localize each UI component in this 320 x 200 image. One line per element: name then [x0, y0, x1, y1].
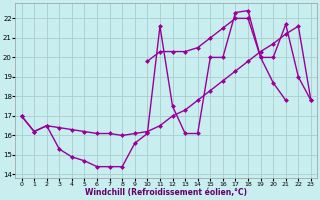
X-axis label: Windchill (Refroidissement éolien,°C): Windchill (Refroidissement éolien,°C) [85, 188, 247, 197]
